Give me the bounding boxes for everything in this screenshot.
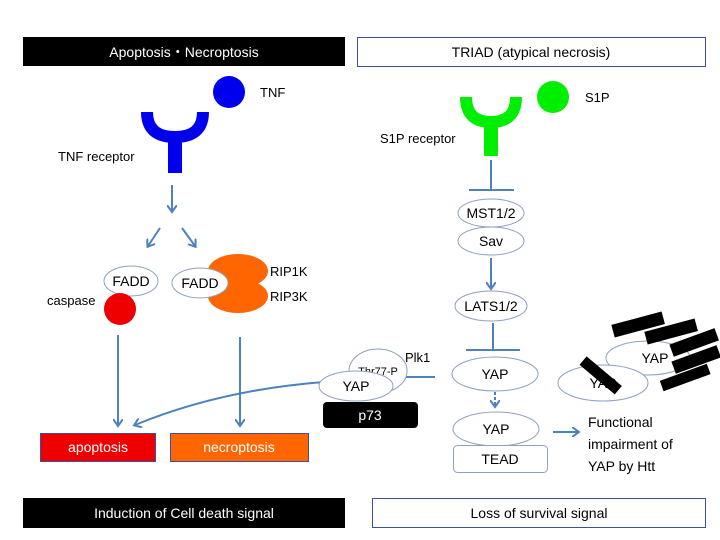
- s1p-ligand: [537, 81, 569, 113]
- header-left-label: Apoptosis・Necroptosis: [109, 44, 258, 60]
- tead-box: [453, 445, 548, 473]
- header-right-label: TRIAD (atypical necrosis): [452, 44, 611, 60]
- sav-label: Sav: [479, 233, 503, 249]
- outcome-line-1: Functional: [588, 414, 653, 430]
- fadd-1-label: FADD: [112, 273, 149, 289]
- lats1-2: [454, 290, 528, 322]
- yap-p73-complex: [318, 370, 394, 402]
- outcome-text: Functional impairment of YAP by Htt: [588, 414, 673, 474]
- aggregated-yap-1-label: YAP: [642, 350, 669, 366]
- tead-label: TEAD: [481, 451, 518, 467]
- apoptosis-label: apoptosis: [68, 439, 128, 455]
- s1p-receptor-shape: [460, 96, 522, 129]
- sav: [457, 226, 525, 256]
- s1p-receptor-label: S1P receptor: [380, 131, 456, 146]
- outcome-line-3: YAP by Htt: [588, 458, 655, 474]
- footer-right-label: Loss of survival signal: [471, 505, 608, 521]
- necroptosis-label: necroptosis: [203, 439, 275, 455]
- tnf-label: TNF: [260, 85, 285, 100]
- p73-box: [323, 402, 418, 428]
- header-triad: TRIAD (atypical necrosis): [357, 37, 706, 67]
- footer-left-label: Induction of Cell death signal: [94, 505, 274, 521]
- caspase-label: caspase: [47, 293, 95, 308]
- tnf-ligand: [213, 76, 245, 108]
- p73-label: p73: [358, 407, 382, 423]
- mst1-2-label: MST1/2: [466, 205, 515, 221]
- htt-fragments-icon: [579, 311, 720, 395]
- footer-loss-survival-signal: Loss of survival signal: [372, 498, 706, 528]
- rip1k-label: RIP1K: [270, 264, 308, 279]
- header-apoptosis-necroptosis: Apoptosis・Necroptosis: [23, 37, 345, 66]
- s1p-receptor-stem: [484, 120, 498, 156]
- apoptosis-box: apoptosis: [40, 433, 156, 462]
- lats1-2-label: LATS1/2: [464, 298, 518, 314]
- tnf-receptor-label: TNF receptor: [58, 149, 135, 164]
- tnf-receptor-stem: [168, 135, 182, 173]
- htt-aggregate: YAP YAP: [557, 311, 720, 402]
- yap-label: YAP: [343, 378, 370, 394]
- yap-2-label: YAP: [483, 421, 510, 437]
- yap-1: [451, 356, 539, 392]
- tnf-receptor-shape: [141, 111, 209, 144]
- footer-cell-death-signal: Induction of Cell death signal: [23, 498, 345, 528]
- fadd-1: [103, 265, 159, 297]
- rip3k-label: RIP3K: [270, 289, 308, 304]
- outcome-line-2: impairment of: [588, 436, 673, 452]
- caspase: [104, 293, 136, 325]
- s1p-label: S1P: [585, 90, 610, 105]
- plk1-label: Plk1: [405, 350, 430, 365]
- fadd-2: [171, 267, 229, 299]
- tnf-arrows: [118, 185, 325, 425]
- triad-arrows: [466, 160, 578, 432]
- yap-1-label: YAP: [482, 366, 509, 382]
- necroptosis-box: necroptosis: [170, 433, 309, 462]
- fadd-2-label: FADD: [181, 275, 218, 291]
